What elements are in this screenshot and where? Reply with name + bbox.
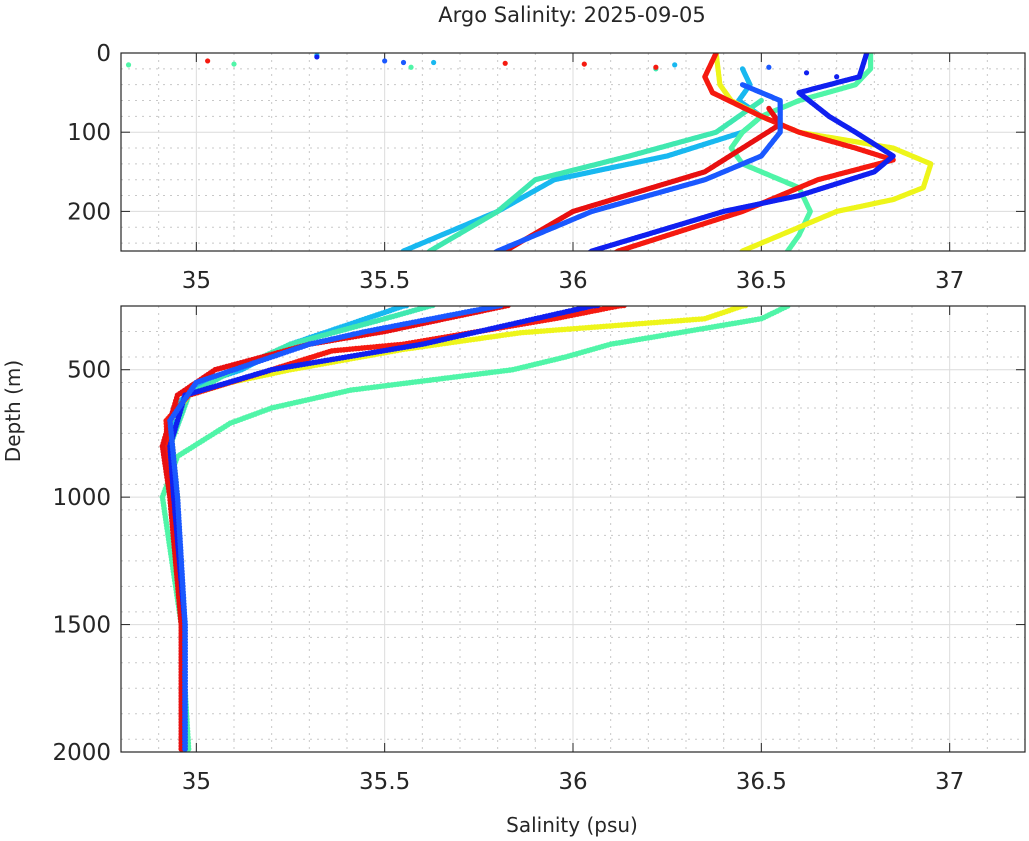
data-point [614, 249, 620, 251]
data-point [653, 64, 659, 70]
data-point [784, 249, 790, 251]
x-tick-label: 36.5 [736, 268, 787, 294]
data-point [581, 61, 587, 67]
x-tick-label: 37 [935, 769, 964, 795]
x-tick-label: 35 [182, 268, 211, 294]
data-point [672, 62, 678, 68]
x-tick-label: 35.5 [359, 268, 410, 294]
data-point [803, 70, 810, 76]
y-tick-label: 2000 [52, 740, 111, 766]
upper-panel: 35 35.5 36 36.5 37 0 100 200 [67, 41, 1026, 294]
data-point [431, 59, 437, 66]
chart-title: Argo Salinity: 2025-09-05 [438, 3, 705, 27]
y-tick-label: 1500 [52, 613, 111, 639]
lower-panel: 35 35.5 36 36.5 37 500 1000 1500 2000 [52, 305, 1026, 795]
x-tick-label: 36.5 [736, 769, 787, 795]
profile-red-1 [205, 53, 896, 251]
x-tick-label: 36 [558, 769, 587, 795]
y-tick-label: 0 [96, 41, 111, 67]
profile-blue-1 [314, 53, 896, 251]
data-point [766, 64, 772, 70]
y-tick-label: 500 [67, 358, 111, 384]
profile-blue-2 [382, 58, 783, 251]
y-tick-label: 1000 [52, 485, 111, 511]
data-points [125, 53, 934, 251]
data-point [588, 249, 594, 251]
data-point [739, 249, 745, 251]
profile-aqua-2 [425, 66, 764, 251]
profile-blue-2 [167, 306, 504, 752]
data-point [426, 249, 432, 251]
data-points [159, 306, 791, 752]
data-point [125, 62, 132, 68]
data-point [314, 54, 320, 60]
profile-aqua-1 [159, 306, 791, 752]
data-point [231, 61, 237, 67]
data-point [382, 58, 388, 64]
data-point [834, 74, 840, 80]
data-point [205, 58, 211, 64]
axes-frame [120, 52, 1026, 252]
data-point [408, 64, 414, 70]
y-tick-label: 200 [67, 199, 111, 225]
x-tick-label: 35 [182, 769, 211, 795]
data-point [400, 59, 407, 66]
x-tick-label: 37 [935, 268, 964, 294]
x-tick-label: 36 [558, 268, 587, 294]
y-tick-label: 100 [67, 120, 111, 146]
x-tick-label: 35.5 [359, 769, 410, 795]
data-point [400, 249, 406, 251]
data-point [502, 60, 508, 66]
